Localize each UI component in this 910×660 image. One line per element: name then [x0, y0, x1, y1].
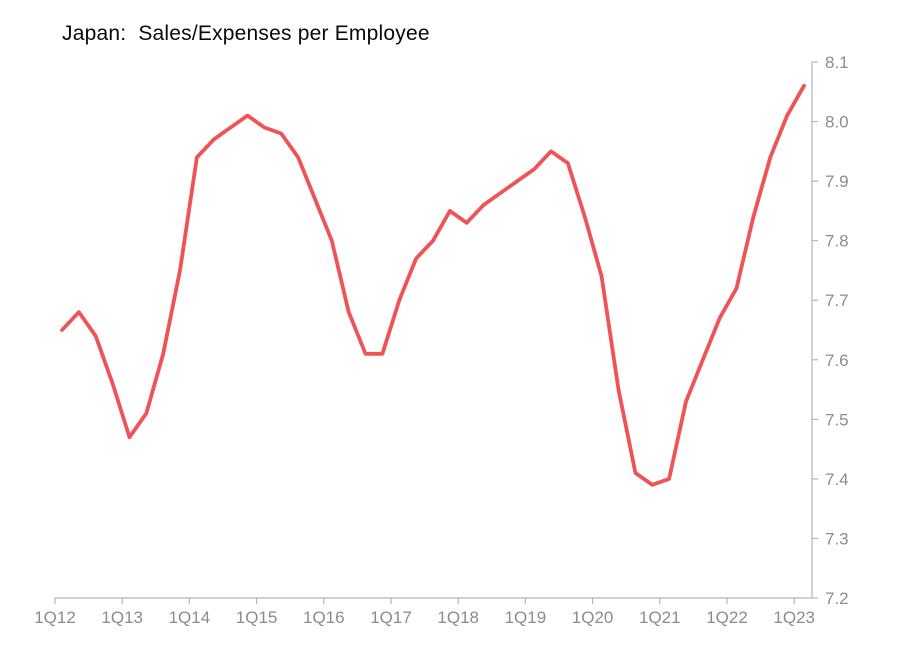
x-tick-label: 1Q23	[773, 608, 815, 627]
y-tick-label: 8.0	[825, 113, 849, 132]
y-tick-label: 8.1	[825, 53, 849, 72]
x-tick-label: 1Q15	[236, 608, 278, 627]
x-tick-label: 1Q13	[101, 608, 143, 627]
y-tick-label: 7.2	[825, 589, 849, 608]
x-tick-label: 1Q17	[370, 608, 412, 627]
x-tick-label: 1Q14	[169, 608, 211, 627]
y-tick-label: 7.7	[825, 291, 849, 310]
y-tick-label: 7.6	[825, 351, 849, 370]
x-tick-label: 1Q19	[505, 608, 547, 627]
y-tick-label: 7.9	[825, 172, 849, 191]
sales-expenses-line	[60, 83, 806, 487]
x-tick-label: 1Q22	[706, 608, 748, 627]
y-tick-label: 7.4	[825, 470, 849, 489]
y-tick-label: 7.3	[825, 529, 849, 548]
y-tick-label: 7.8	[825, 232, 849, 251]
x-tick-label: 1Q21	[639, 608, 681, 627]
chart-title: Japan: Sales/Expenses per Employee	[62, 22, 430, 45]
x-tick-label: 1Q20	[572, 608, 614, 627]
x-tick-label: 1Q12	[34, 608, 76, 627]
y-tick-label: 7.5	[825, 410, 849, 429]
x-tick-label: 1Q16	[303, 608, 345, 627]
x-tick-label: 1Q18	[437, 608, 479, 627]
